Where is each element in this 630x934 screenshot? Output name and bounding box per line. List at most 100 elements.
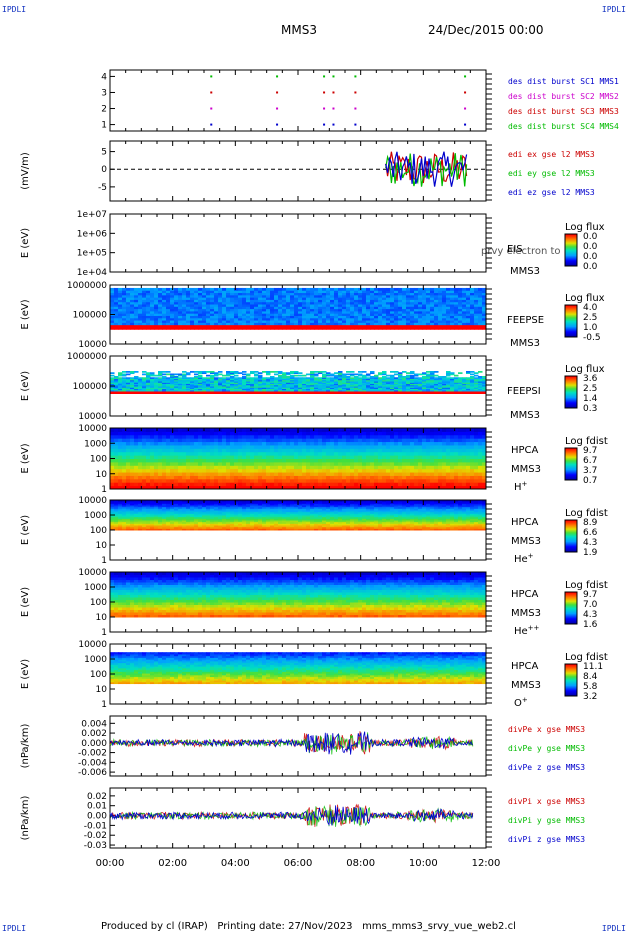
heatmap-cell — [166, 469, 171, 473]
heatmap-cell — [342, 452, 347, 456]
heatmap-cell — [274, 288, 279, 291]
heatmap-cell — [474, 377, 479, 379]
heatmap-cell — [186, 372, 191, 374]
heatmap-cell — [314, 455, 319, 459]
heatmap-cell — [266, 452, 271, 456]
heatmap-cell — [138, 469, 143, 473]
heatmap-cell — [298, 475, 303, 479]
heatmap-cell — [298, 465, 303, 469]
heatmap-cell — [234, 448, 239, 452]
heatmap-cell — [366, 374, 371, 376]
heatmap-cell — [338, 455, 343, 459]
heatmap-cell — [382, 459, 387, 463]
heatmap-cell — [346, 438, 351, 442]
heatmap-cell — [122, 455, 127, 459]
heatmap-cell — [138, 465, 143, 469]
heatmap-cell — [110, 428, 115, 432]
side-labels-3: FEEPSEMMS3 — [507, 315, 544, 349]
heatmap-cell — [258, 459, 263, 463]
heatmap-cell — [394, 479, 399, 483]
heatmap-cell — [298, 375, 303, 377]
heatmap-cell — [134, 435, 139, 439]
heatmap-cell — [126, 452, 131, 456]
burst-mark — [332, 91, 334, 93]
ytick-label: 2 — [101, 105, 107, 115]
heatmap-cell — [150, 469, 155, 473]
heatmap-cell — [222, 375, 227, 377]
yaxis-1: 50-5 — [98, 148, 115, 193]
heatmap-cell — [302, 442, 307, 446]
heatmap-cell — [330, 472, 335, 476]
heatmap-cell — [234, 438, 239, 442]
heatmap-cell — [214, 452, 219, 456]
heatmap-cell — [210, 438, 215, 442]
heatmap-cell — [206, 435, 211, 439]
heatmap-cell — [194, 438, 199, 442]
heatmap-cell — [202, 475, 207, 479]
heatmap-cell — [230, 442, 235, 446]
heatmap-cell — [114, 428, 119, 432]
heatmap-cell — [142, 479, 147, 483]
heatmap-cell — [382, 445, 387, 449]
heatmap-cell — [198, 459, 203, 463]
heatmap-cell — [198, 472, 203, 476]
heatmap-cell — [386, 469, 391, 473]
heatmap-cell — [238, 438, 243, 442]
heatmap-cell — [214, 288, 219, 291]
heatmap-cell — [346, 428, 351, 432]
heatmap-cell — [110, 459, 115, 463]
heatmap-cell — [398, 442, 403, 446]
heatmap-cell — [394, 459, 399, 463]
heatmap-cell — [374, 375, 379, 377]
heatmap-cell — [234, 482, 239, 486]
heatmap-cell — [366, 475, 371, 479]
heatmap-cell — [294, 448, 299, 452]
heatmap-cell — [134, 475, 139, 479]
heatmap-cell — [278, 462, 283, 466]
heatmap-cell — [414, 377, 419, 379]
yaxis-4: 100000010000010000 — [67, 352, 115, 422]
heatmap-cell — [286, 431, 291, 435]
heatmap-cell — [114, 431, 119, 435]
heatmap-cell — [126, 469, 131, 473]
heatmap-cell — [270, 448, 275, 452]
heatmap-cell — [162, 475, 167, 479]
heatmap-cell — [250, 452, 255, 456]
heatmap-cell — [150, 455, 155, 459]
heatmap-cell — [342, 482, 347, 486]
heatmap-cell — [254, 452, 259, 456]
heatmap-cell — [182, 374, 187, 376]
heatmap-cell — [198, 442, 203, 446]
heatmap-cell — [314, 371, 319, 373]
heatmap-cell — [322, 479, 327, 483]
heatmap-cell — [266, 445, 271, 449]
heatmap-cell — [114, 376, 119, 378]
heatmap-cell — [218, 469, 223, 473]
heatmap-cell — [186, 445, 191, 449]
heatmap-cell — [226, 465, 231, 469]
heatmap-cell — [322, 438, 327, 442]
legend-entry: des dist burst SC4 MMS4 — [508, 122, 619, 131]
heatmap-cell — [218, 428, 223, 432]
heatmap-cell — [130, 455, 135, 459]
heatmap-cell — [238, 475, 243, 479]
heatmap-cell — [166, 472, 171, 476]
heatmap-cell — [202, 479, 207, 483]
heatmap-cell — [178, 442, 183, 446]
heatmap-cell — [394, 469, 399, 473]
heatmap-cell — [198, 375, 203, 377]
heatmap-cell — [350, 475, 355, 479]
ylabel-1: (mV/m) — [20, 152, 31, 190]
heatmap-cell — [262, 445, 267, 449]
heatmap-cell — [290, 371, 295, 373]
heatmap-cell — [270, 452, 275, 456]
heatmap-cell — [434, 377, 439, 379]
heatmap-cell — [226, 438, 231, 442]
heatmap-cell — [386, 438, 391, 442]
heatmap-cell — [294, 377, 299, 379]
heatmap-cell — [286, 469, 291, 473]
heatmap-cell — [266, 448, 271, 452]
colorbar-tick: 0.0 — [583, 242, 598, 252]
heatmap-cell — [290, 455, 295, 459]
